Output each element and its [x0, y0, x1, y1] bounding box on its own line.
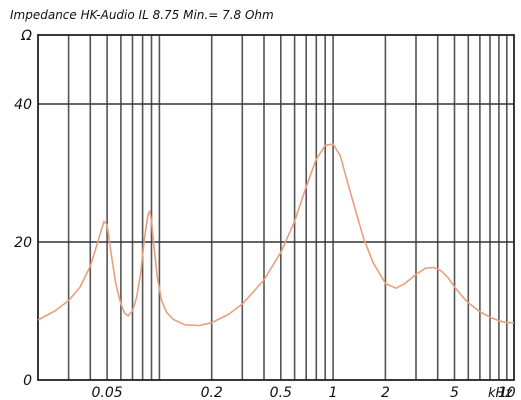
curve-group: [37, 143, 514, 327]
plot-frame: [37, 34, 515, 381]
y-axis: 0 20 40 Ω: [14, 28, 32, 389]
x-unit-label: kHz: [488, 386, 513, 400]
y-tick-label: 0: [23, 373, 32, 389]
x-tick-label: 5: [450, 385, 459, 400]
impedance-curve: [37, 143, 514, 327]
x-tick-label: 0.5: [270, 385, 292, 400]
chart-title: Impedance HK-Audio IL 8.75 Min.= 7.8 Ohm: [10, 8, 274, 22]
x-tick-label: 0.2: [201, 385, 223, 400]
x-tick-label: 10: [498, 385, 516, 400]
x-tick-label: 2: [381, 385, 390, 400]
y-tick-label: 40: [14, 97, 32, 113]
y-tick-label: 20: [14, 235, 32, 251]
grid: [38, 35, 514, 380]
x-axis: 0.05 0.2 0.5 1 2 5 10: [92, 385, 516, 400]
y-tick-label: Ω: [20, 28, 32, 44]
x-tick-label: 1: [329, 385, 338, 400]
x-tick-label: 0.05: [92, 385, 123, 400]
